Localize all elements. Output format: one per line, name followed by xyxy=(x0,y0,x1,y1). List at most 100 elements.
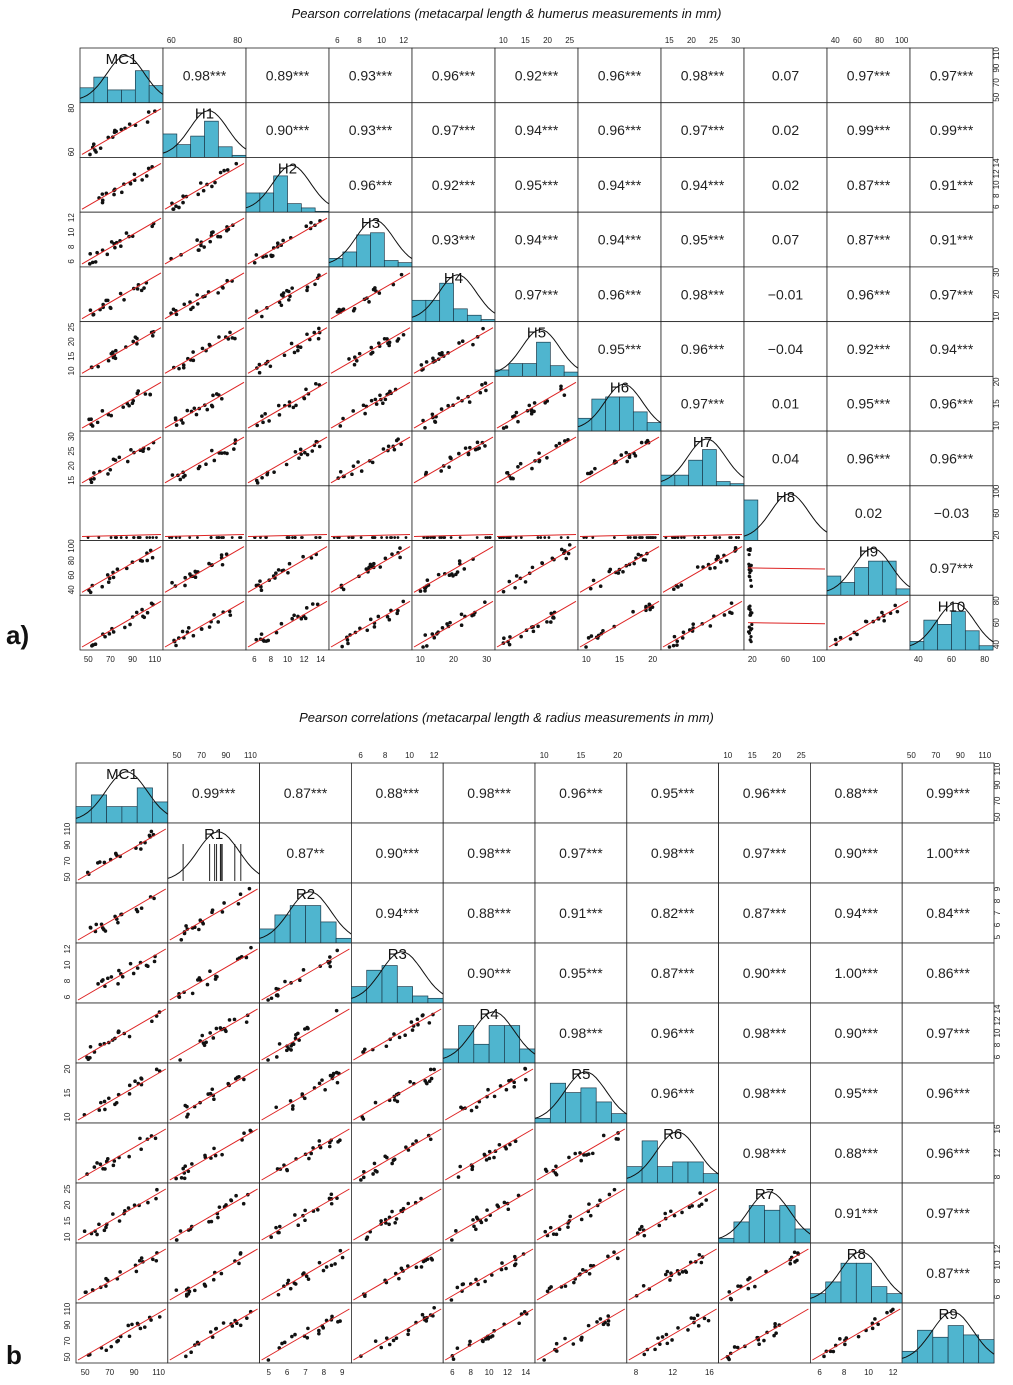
scatter-point xyxy=(124,231,129,235)
cell-3-8 xyxy=(743,211,828,268)
scatter-point xyxy=(113,458,118,462)
scatter-point xyxy=(394,1336,399,1341)
x-tick-label: 90 xyxy=(221,751,230,760)
histogram-bar xyxy=(886,1293,903,1304)
fit-line xyxy=(330,381,411,429)
scatter-point xyxy=(317,1260,322,1265)
scatter-point xyxy=(338,424,343,428)
scatter-point xyxy=(197,927,201,932)
cell-0-10 xyxy=(909,47,994,104)
y-tick-label: 90 xyxy=(63,840,72,849)
cell-3-5 xyxy=(494,211,579,268)
scatter-point xyxy=(146,110,151,114)
scatter-point xyxy=(415,1017,420,1022)
cell-2-3 xyxy=(328,157,413,213)
scatter-point xyxy=(171,207,175,211)
density-curve xyxy=(494,328,579,373)
x-tick-label: 50 xyxy=(81,1368,90,1377)
scatter-point xyxy=(183,1103,188,1108)
x-tick-label: 10 xyxy=(540,751,549,760)
scatter-point xyxy=(195,302,200,306)
correlation-value: 0.97*** xyxy=(930,286,974,302)
y-tick-label: 70 xyxy=(993,796,1002,805)
scatter-point xyxy=(294,1033,298,1037)
scatter-point xyxy=(139,1076,143,1080)
histogram-bar xyxy=(121,806,138,824)
scatter-point xyxy=(451,1357,456,1362)
cell-6-3 xyxy=(350,1122,444,1184)
scatter-point xyxy=(369,398,374,403)
scatter-point xyxy=(249,945,253,950)
scatter-point xyxy=(174,1238,179,1242)
correlation-value: 0.94*** xyxy=(835,905,879,921)
cell-2-6 xyxy=(577,157,662,213)
histogram-bar xyxy=(412,995,429,1004)
x-tick-label: 12 xyxy=(889,1368,898,1377)
scatter-point xyxy=(351,409,356,413)
x-tick-label: 15 xyxy=(748,751,757,760)
cell-7-6 xyxy=(626,1182,719,1244)
scatter-point xyxy=(98,1162,103,1167)
scatter-point xyxy=(208,239,213,244)
scatter-point xyxy=(95,420,100,425)
scatter-point xyxy=(470,1167,475,1172)
scatter-point xyxy=(409,1020,414,1024)
y-tick-label: 12 xyxy=(993,1016,1002,1025)
scatter-point xyxy=(131,339,136,344)
y-tick-label: 6 xyxy=(993,922,1002,927)
density-curve xyxy=(162,110,247,154)
scatter-point xyxy=(193,1288,197,1293)
correlation-value: 0.95*** xyxy=(559,965,603,981)
scatter-point xyxy=(601,1133,606,1138)
x-tick-label: 9 xyxy=(340,1368,345,1377)
cell-4-3 xyxy=(350,1002,444,1064)
correlation-value: 0.95*** xyxy=(515,177,559,193)
fit-line xyxy=(164,272,245,320)
cell-6-2 xyxy=(245,375,330,432)
scatter-point xyxy=(567,1155,571,1160)
y-tick-label: 8 xyxy=(63,978,72,983)
cell-1-8 xyxy=(743,102,828,158)
cell-7-4 xyxy=(442,1182,536,1244)
scatter-point xyxy=(429,1076,434,1081)
scatter-point xyxy=(82,1229,87,1234)
scatter-point xyxy=(213,180,217,185)
scatter-point xyxy=(266,1358,271,1362)
scatter-point xyxy=(217,1205,222,1209)
histogram-bar xyxy=(825,1281,842,1304)
scatter-point xyxy=(201,188,206,193)
scatter-point xyxy=(471,342,475,347)
correlation-value: 0.07 xyxy=(772,232,799,248)
scatter-point xyxy=(439,407,444,411)
scatter-point xyxy=(334,1008,339,1013)
scatter-point xyxy=(98,860,102,864)
scatter-point xyxy=(427,1021,432,1025)
scatter-point xyxy=(616,1256,620,1261)
cell-4-10 xyxy=(909,266,994,323)
cell-7-3 xyxy=(350,1182,444,1244)
y-tick-label: 8 xyxy=(993,898,1002,903)
x-tick-label: 70 xyxy=(931,751,940,760)
histogram-bar xyxy=(305,905,322,944)
scatter-point xyxy=(317,1081,322,1086)
scatter-point xyxy=(116,1030,121,1035)
scatter-point xyxy=(225,168,230,172)
scatter-point xyxy=(598,1317,603,1321)
correlation-value: 0.96*** xyxy=(349,177,393,193)
scatter-point xyxy=(746,1277,750,1282)
scatter-point xyxy=(660,1335,665,1339)
scatter-point xyxy=(352,306,357,311)
scatter-point xyxy=(139,847,143,851)
y-tick-label: 10 xyxy=(63,1112,72,1121)
scatter-point xyxy=(472,1224,476,1229)
scatter-point xyxy=(182,1176,187,1181)
scatter-point xyxy=(455,1285,460,1290)
panel-a-title: Pearson correlations (metacarpal length … xyxy=(291,6,722,21)
scatter-point xyxy=(377,341,381,345)
cell-4-7 xyxy=(660,266,745,323)
scatter-point xyxy=(665,1341,670,1346)
scatter-point xyxy=(822,1354,826,1359)
scatter-plot xyxy=(164,161,245,211)
cell-0-4 xyxy=(411,47,496,104)
y-tick-label: 6 xyxy=(993,1054,1002,1059)
